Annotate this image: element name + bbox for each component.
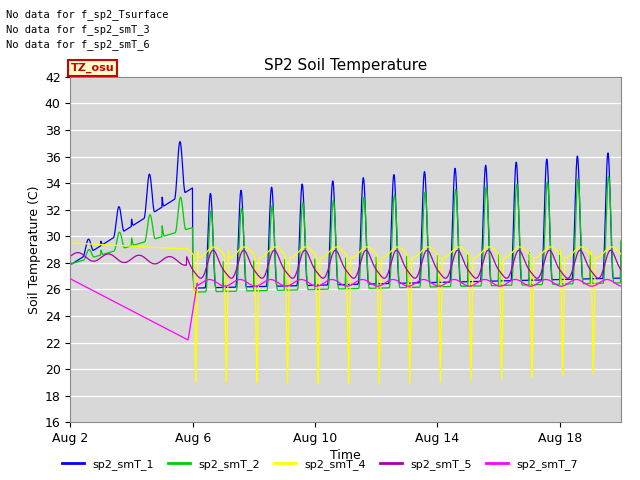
sp2_smT_1 <box>360 178 368 184</box>
sp2_smT_4 <box>617 251 625 257</box>
sp2_smT_7 <box>541 276 549 282</box>
sp2_smT_5 <box>541 255 549 261</box>
sp2_smT_2 <box>541 215 549 220</box>
Line: sp2_smT_5: sp2_smT_5 <box>70 250 621 278</box>
sp2_smT_1 <box>176 139 184 144</box>
sp2_smT_1 <box>617 247 625 252</box>
sp2_smT_4 <box>67 240 74 246</box>
sp2_smT_5 <box>360 250 367 256</box>
sp2_smT_2 <box>605 173 612 179</box>
sp2_smT_4 <box>420 245 428 251</box>
sp2_smT_4 <box>99 242 107 248</box>
sp2_smT_2 <box>191 289 199 295</box>
sp2_smT_7 <box>184 337 192 343</box>
sp2_smT_2 <box>303 276 310 281</box>
sp2_smT_2 <box>312 270 319 276</box>
sp2_smT_5 <box>67 253 74 259</box>
Y-axis label: Soil Temperature (C): Soil Temperature (C) <box>28 185 40 314</box>
sp2_smT_4 <box>303 244 310 250</box>
sp2_smT_5 <box>303 249 310 255</box>
Text: No data for f_sp2_Tsurface: No data for f_sp2_Tsurface <box>6 9 169 20</box>
sp2_smT_7 <box>360 277 367 283</box>
X-axis label: Time: Time <box>330 449 361 462</box>
sp2_smT_5 <box>312 268 319 274</box>
sp2_smT_2 <box>360 195 367 201</box>
sp2_smT_2 <box>99 252 107 257</box>
sp2_smT_7 <box>617 283 625 289</box>
sp2_smT_5 <box>607 247 614 253</box>
sp2_smT_2 <box>67 260 74 265</box>
Text: No data for f_sp2_smT_6: No data for f_sp2_smT_6 <box>6 39 150 50</box>
Line: sp2_smT_2: sp2_smT_2 <box>70 176 621 292</box>
sp2_smT_1 <box>541 171 549 177</box>
sp2_smT_4 <box>360 246 367 252</box>
sp2_smT_4 <box>312 252 319 257</box>
Legend: sp2_smT_1, sp2_smT_2, sp2_smT_4, sp2_smT_5, sp2_smT_7: sp2_smT_1, sp2_smT_2, sp2_smT_4, sp2_smT… <box>57 455 583 474</box>
sp2_smT_1 <box>99 241 107 247</box>
sp2_smT_4 <box>541 247 549 252</box>
sp2_smT_4 <box>376 382 383 387</box>
sp2_smT_1 <box>303 282 311 288</box>
sp2_smT_1 <box>312 279 320 285</box>
sp2_smT_1 <box>191 285 198 291</box>
sp2_smT_7 <box>420 276 428 282</box>
sp2_smT_5 <box>420 251 428 256</box>
Line: sp2_smT_7: sp2_smT_7 <box>70 279 621 340</box>
sp2_smT_5 <box>99 253 107 259</box>
sp2_smT_1 <box>421 169 429 175</box>
Line: sp2_smT_1: sp2_smT_1 <box>70 142 621 288</box>
sp2_smT_1 <box>67 261 74 266</box>
Line: sp2_smT_4: sp2_smT_4 <box>70 243 621 384</box>
Title: SP2 Soil Temperature: SP2 Soil Temperature <box>264 58 428 73</box>
sp2_smT_5 <box>289 276 296 281</box>
sp2_smT_7 <box>312 283 319 289</box>
sp2_smT_7 <box>303 278 310 284</box>
Text: No data for f_sp2_smT_3: No data for f_sp2_smT_3 <box>6 24 150 35</box>
sp2_smT_5 <box>617 267 625 273</box>
Text: TZ_osu: TZ_osu <box>71 63 115 73</box>
sp2_smT_7 <box>99 293 107 299</box>
sp2_smT_2 <box>617 238 625 244</box>
sp2_smT_7 <box>67 276 74 282</box>
sp2_smT_2 <box>420 192 428 198</box>
